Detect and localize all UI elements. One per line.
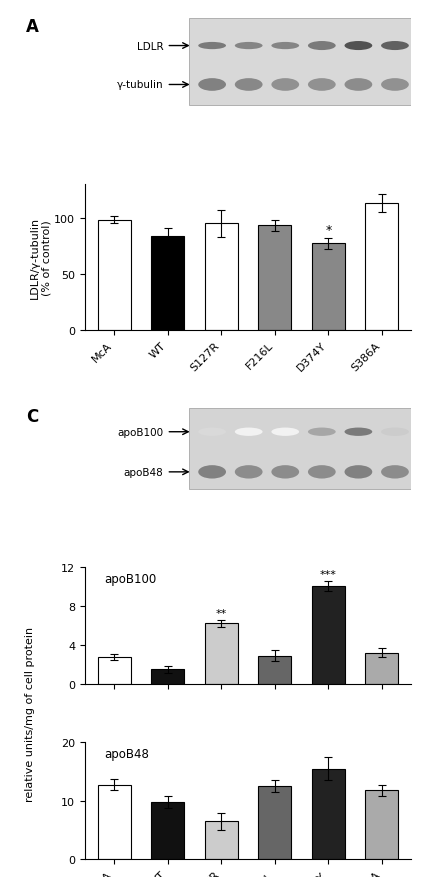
Ellipse shape: [308, 42, 336, 51]
Ellipse shape: [308, 79, 336, 92]
FancyBboxPatch shape: [189, 409, 411, 489]
Bar: [205, 224, 238, 331]
Ellipse shape: [381, 42, 409, 51]
Bar: [312, 244, 345, 331]
Ellipse shape: [235, 43, 262, 50]
Ellipse shape: [198, 43, 226, 50]
Ellipse shape: [271, 79, 299, 92]
Bar: [365, 203, 399, 331]
Text: **: **: [216, 608, 227, 618]
Ellipse shape: [235, 428, 262, 437]
Bar: [205, 624, 238, 684]
Bar: [98, 220, 131, 331]
Text: apoB100: apoB100: [104, 572, 156, 585]
Text: C: C: [26, 407, 38, 425]
Ellipse shape: [381, 79, 409, 92]
Ellipse shape: [345, 42, 372, 51]
Y-axis label: LDLR/γ-tubulin
(% of control): LDLR/γ-tubulin (% of control): [30, 217, 51, 298]
Ellipse shape: [235, 466, 262, 479]
Text: apoB48: apoB48: [123, 467, 163, 477]
Bar: [151, 802, 184, 859]
Text: *: *: [325, 224, 332, 236]
Ellipse shape: [235, 79, 262, 92]
Ellipse shape: [198, 428, 226, 437]
Ellipse shape: [345, 79, 372, 92]
Ellipse shape: [345, 428, 372, 437]
Bar: [151, 236, 184, 331]
Ellipse shape: [308, 428, 336, 437]
Bar: [312, 769, 345, 859]
Ellipse shape: [381, 428, 409, 437]
Bar: [258, 226, 291, 331]
Bar: [98, 785, 131, 859]
Ellipse shape: [271, 43, 299, 50]
Ellipse shape: [271, 428, 299, 437]
Text: apoB100: apoB100: [117, 427, 163, 438]
Ellipse shape: [198, 79, 226, 92]
Bar: [98, 657, 131, 684]
Ellipse shape: [271, 466, 299, 479]
Text: LDLR: LDLR: [137, 41, 163, 52]
Ellipse shape: [308, 466, 336, 479]
Bar: [312, 587, 345, 684]
Text: γ-tubulin: γ-tubulin: [117, 81, 163, 90]
Ellipse shape: [345, 466, 372, 479]
Text: apoB48: apoB48: [104, 747, 149, 760]
Ellipse shape: [381, 466, 409, 479]
Bar: [258, 787, 291, 859]
Bar: [258, 656, 291, 684]
Text: A: A: [26, 18, 39, 36]
Bar: [151, 669, 184, 684]
Text: relative units/mg of cell protein: relative units/mg of cell protein: [25, 626, 35, 801]
Bar: [205, 822, 238, 859]
Ellipse shape: [198, 466, 226, 479]
FancyBboxPatch shape: [189, 19, 411, 106]
Text: ***: ***: [320, 569, 337, 580]
Bar: [365, 653, 399, 684]
Bar: [365, 790, 399, 859]
